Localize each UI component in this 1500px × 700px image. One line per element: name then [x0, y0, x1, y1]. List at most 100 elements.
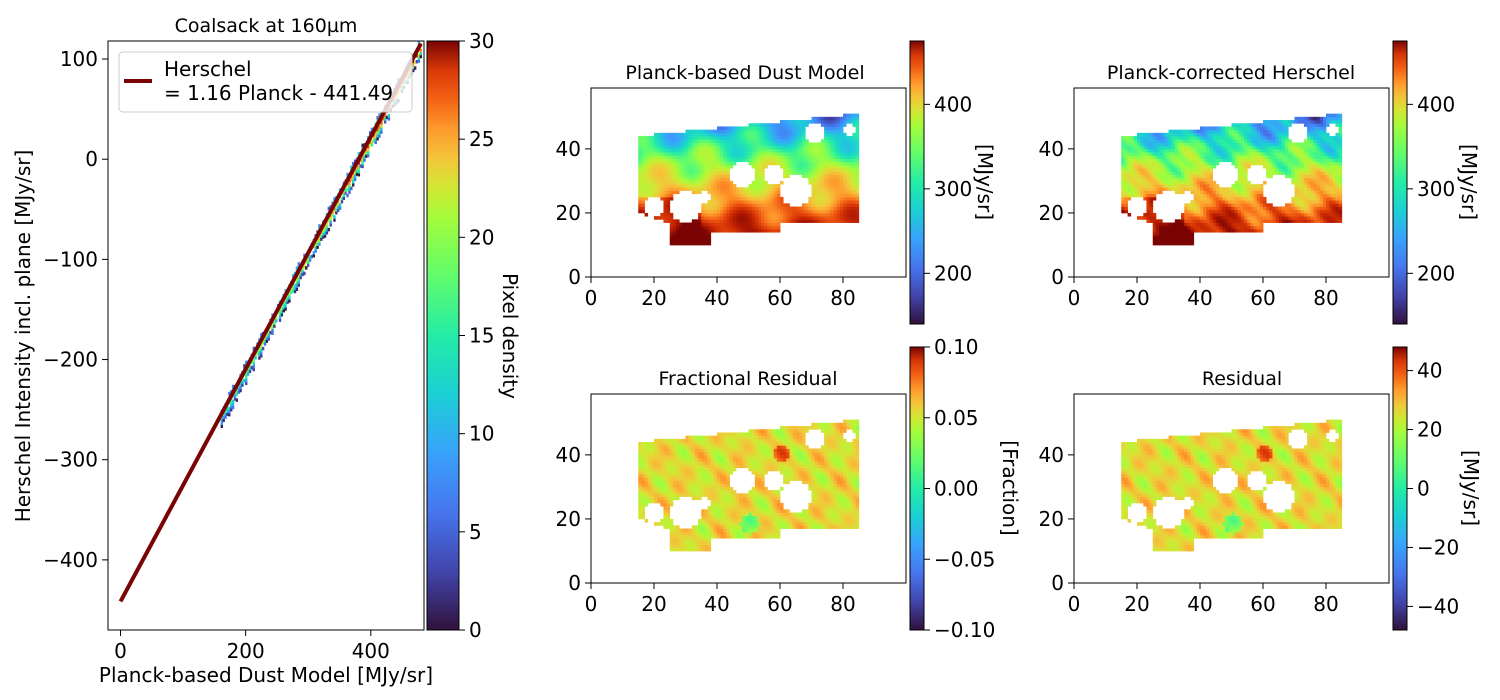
map-pixel	[761, 180, 765, 185]
map-pixel	[650, 445, 655, 449]
map-pixel	[1319, 209, 1324, 214]
map-pixel	[1181, 136, 1185, 140]
map-pixel	[698, 232, 702, 236]
map-pixels	[638, 419, 860, 552]
density-cell	[378, 131, 381, 135]
map-pixel	[1171, 139, 1176, 143]
map-pixel	[770, 200, 775, 204]
map-pixel	[1225, 145, 1229, 150]
map-pixel	[754, 164, 759, 169]
map-pixel	[817, 184, 822, 188]
map-pixel	[1196, 164, 1201, 169]
map-pixel	[1247, 132, 1251, 137]
map-pixel	[1332, 120, 1336, 124]
map-pixel	[685, 461, 690, 465]
map-pixel	[1127, 187, 1132, 191]
map-pixel	[1300, 180, 1305, 185]
map-pixel	[723, 171, 727, 175]
map-pixel	[1140, 216, 1144, 220]
map-pixel	[764, 212, 768, 217]
map-pixel	[1187, 187, 1191, 191]
map-pixel	[1203, 193, 1207, 198]
map-pixel	[685, 177, 690, 182]
map-pixel	[638, 164, 642, 169]
map-pixel	[798, 209, 803, 214]
map-pixel	[1244, 168, 1248, 172]
map-pixel	[657, 477, 661, 481]
map-pixel	[732, 184, 737, 188]
map-pixel	[1250, 148, 1254, 153]
map-pixel	[717, 155, 721, 159]
map-pixel	[1165, 168, 1169, 172]
map-pixel	[1155, 132, 1160, 137]
map-pixel	[1222, 206, 1226, 211]
density-cell	[282, 305, 285, 310]
map-pixel	[820, 216, 825, 220]
map-pixel	[713, 164, 718, 169]
map-pixel	[669, 493, 674, 497]
map-pixel	[1322, 155, 1327, 159]
map-pixel	[691, 174, 696, 179]
density-cell	[342, 196, 346, 201]
map-pixel	[843, 152, 847, 156]
map-pixel	[795, 148, 800, 153]
map-pixel	[1181, 164, 1185, 169]
map-pixel	[855, 152, 860, 156]
map-pixel	[713, 152, 718, 156]
map-pixel	[1307, 174, 1311, 179]
map-pixel	[663, 132, 667, 137]
density-cell	[412, 68, 415, 73]
map-pixel	[776, 219, 781, 223]
map-pixel	[704, 145, 708, 150]
map-pixel	[682, 458, 686, 462]
map-pixel	[1288, 168, 1292, 172]
map-pixel	[833, 139, 838, 143]
map-pixel	[688, 129, 693, 134]
map-pixel	[1272, 136, 1276, 140]
map-pixel	[641, 445, 645, 449]
map-pixel	[691, 483, 696, 488]
map-pixel	[688, 164, 693, 169]
map-pixel	[1263, 129, 1267, 134]
map-pixel	[1240, 200, 1245, 204]
map-pixel	[735, 203, 740, 207]
map-pixel	[669, 531, 674, 536]
map-pixel	[852, 120, 856, 124]
map-pixel	[802, 158, 806, 163]
map-pixel	[701, 238, 705, 243]
density-cell	[340, 199, 344, 204]
map-pixel	[786, 158, 790, 163]
map-pixel	[1297, 206, 1302, 211]
map-pixel	[1159, 139, 1163, 143]
map-pixel	[751, 212, 756, 217]
map-pixel	[1322, 136, 1327, 140]
map-pixel	[1121, 161, 1125, 166]
map-pixel	[1269, 216, 1273, 220]
map-pixel	[1212, 206, 1217, 211]
map-pixel	[1146, 174, 1150, 179]
map-pixel	[1130, 155, 1135, 159]
map-pixel	[660, 458, 664, 462]
map-pixel	[802, 212, 806, 217]
map-pixel	[1140, 152, 1144, 156]
map-pixel	[1285, 155, 1289, 159]
map-pixel	[1203, 168, 1207, 172]
map-pixel	[855, 136, 860, 140]
map-pixel	[1300, 171, 1305, 175]
map-pixel	[824, 142, 828, 147]
map-pixel	[707, 203, 712, 207]
map-pixel	[789, 145, 793, 150]
colorbar-tick-label: 400	[934, 92, 972, 116]
map-pixel	[688, 486, 693, 491]
map-pixel	[1285, 171, 1289, 175]
map-pixel	[717, 222, 721, 227]
map-pixel	[754, 155, 759, 159]
map-pixel	[660, 148, 664, 153]
map-pixel	[1162, 228, 1166, 233]
map-pixel	[663, 483, 667, 488]
map-pixel	[1259, 161, 1264, 166]
map-pixel	[820, 152, 825, 156]
map-pixel	[1319, 193, 1324, 198]
map-pixel	[1316, 126, 1321, 131]
map-pixel	[720, 184, 724, 188]
